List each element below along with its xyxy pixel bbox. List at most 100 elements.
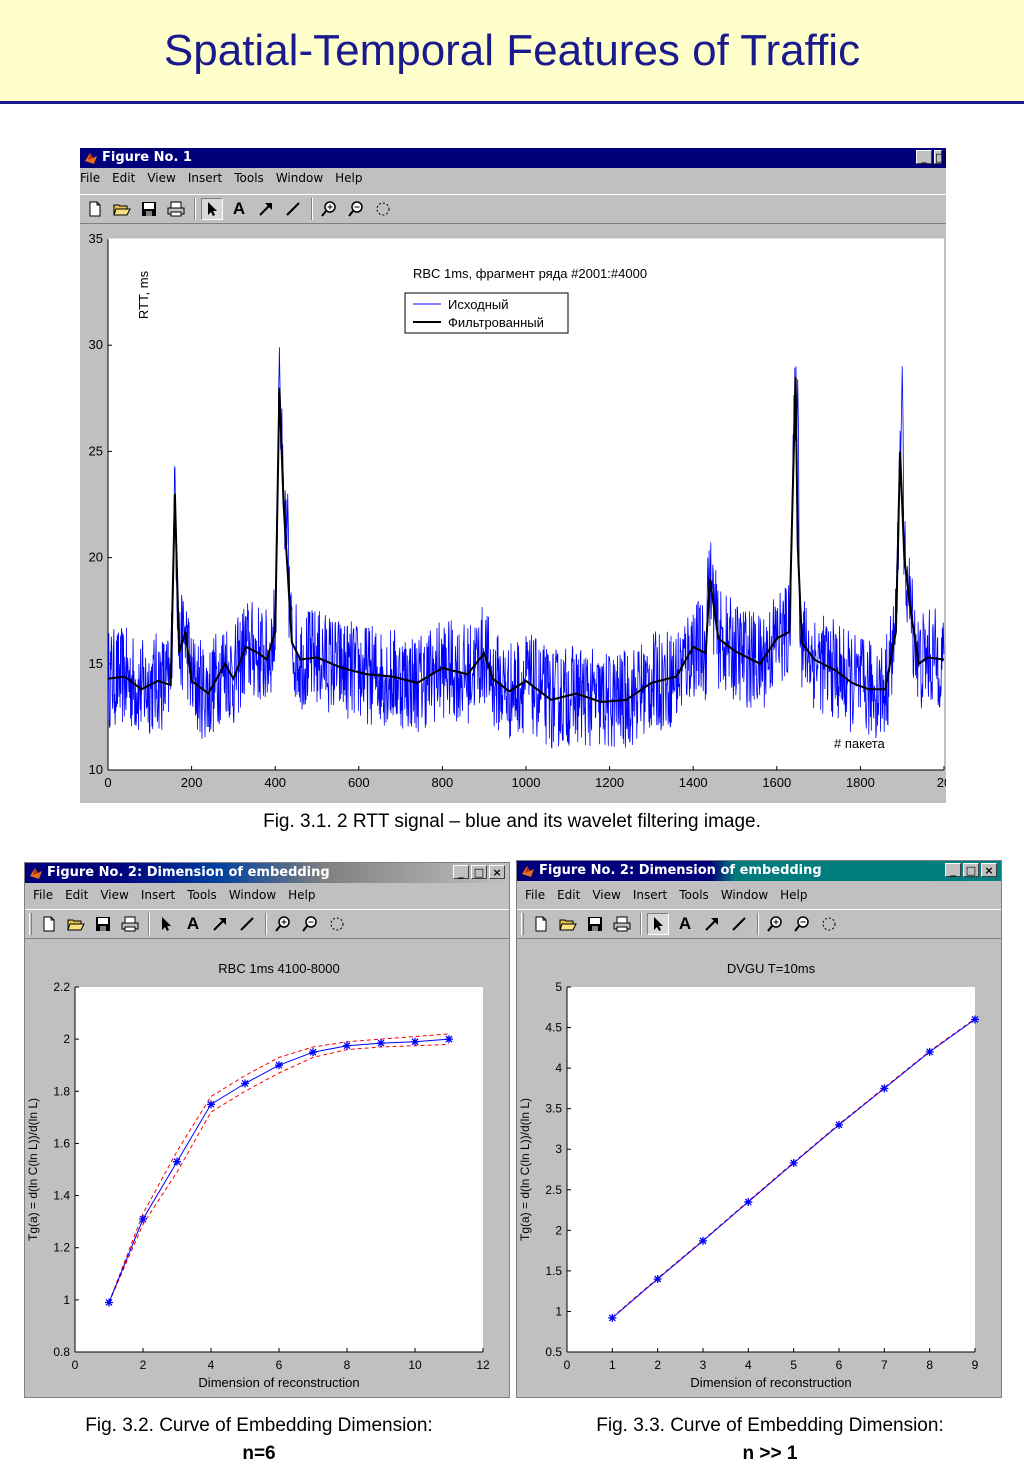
y-tick-label: 2.5: [545, 1183, 562, 1197]
new-figure-button[interactable]: [84, 198, 106, 220]
menu-window[interactable]: Window: [228, 888, 277, 902]
maximize-button[interactable]: □: [471, 865, 487, 879]
x-tick-label: 800: [432, 775, 454, 790]
menu-tools[interactable]: Tools: [187, 888, 217, 902]
print-button[interactable]: [119, 913, 141, 935]
zoom-out-button[interactable]: [791, 913, 813, 935]
y-tick-label: 5: [555, 980, 562, 994]
menu-window[interactable]: Window: [720, 888, 769, 902]
new-file-icon: [43, 916, 55, 932]
insert-line-button[interactable]: [282, 198, 304, 220]
zoom-in-icon: [767, 916, 782, 932]
menu-window[interactable]: Window: [275, 171, 324, 185]
menu-file[interactable]: File: [525, 888, 546, 902]
select-arrow-button[interactable]: [155, 913, 177, 935]
insert-text-button[interactable]: A: [228, 198, 250, 220]
y-tick-label: 2: [63, 1032, 70, 1046]
minimize-button[interactable]: _: [916, 150, 932, 164]
chart-title: RBC 1ms, фрагмент ряда #2001:#4000: [413, 266, 647, 281]
rotate-button[interactable]: [818, 913, 840, 935]
x-tick-label: 8: [926, 1358, 933, 1372]
maximize-button[interactable]: □: [963, 863, 979, 877]
print-button[interactable]: [611, 913, 633, 935]
open-button[interactable]: [65, 913, 87, 935]
line-icon: [286, 202, 300, 216]
close-button[interactable]: ×: [489, 865, 505, 879]
save-button[interactable]: [138, 198, 160, 220]
zoom-in-button[interactable]: [764, 913, 786, 935]
menu-edit[interactable]: Edit: [112, 171, 136, 185]
y-tick-label: 1.6: [53, 1136, 70, 1150]
chart-title: RBC 1ms 4100-8000: [218, 961, 339, 976]
diagonal-arrow-icon: [705, 918, 718, 931]
insert-arrow-button[interactable]: [701, 913, 723, 935]
data-point-marker: [971, 1015, 979, 1024]
print-button[interactable]: [165, 198, 187, 220]
menu-edit[interactable]: Edit: [557, 888, 581, 902]
figure-1-titlebar[interactable]: Figure No. 1 _ □: [80, 148, 946, 168]
data-point-marker: [411, 1037, 419, 1046]
menu-view[interactable]: View: [100, 888, 129, 902]
insert-arrow-button[interactable]: [255, 198, 277, 220]
figure-3-titlebar[interactable]: Figure No. 2: Dimension of embedding _ □…: [517, 861, 1001, 881]
select-arrow-button[interactable]: [647, 913, 669, 935]
zoom-out-button[interactable]: [345, 198, 367, 220]
menu-tools[interactable]: Tools: [679, 888, 709, 902]
save-button[interactable]: [92, 913, 114, 935]
rotate-button[interactable]: [326, 913, 348, 935]
data-point-marker: [445, 1035, 453, 1044]
insert-text-button[interactable]: A: [674, 913, 696, 935]
figure-2-titlebar[interactable]: Figure No. 2: Dimension of embedding _ □…: [25, 863, 509, 883]
menu-file[interactable]: File: [80, 171, 101, 185]
zoom-out-icon: [794, 916, 809, 932]
select-arrow-button[interactable]: [201, 198, 223, 220]
series-filtered-line: [107, 377, 945, 704]
x-tick-label: 10: [408, 1358, 422, 1372]
data-point-marker: [377, 1039, 385, 1048]
menu-insert[interactable]: Insert: [187, 171, 223, 185]
x-tick-label: 1400: [679, 775, 708, 790]
save-button[interactable]: [584, 913, 606, 935]
insert-line-button[interactable]: [236, 913, 258, 935]
menu-view[interactable]: View: [147, 171, 176, 185]
minimize-button[interactable]: _: [945, 863, 961, 877]
menu-view[interactable]: View: [592, 888, 621, 902]
menu-file[interactable]: File: [33, 888, 54, 902]
save-disk-icon: [588, 917, 602, 931]
diagonal-arrow-icon: [259, 203, 272, 216]
zoom-in-button[interactable]: [272, 913, 294, 935]
zoom-out-button[interactable]: [299, 913, 321, 935]
new-figure-button[interactable]: [530, 913, 552, 935]
close-button[interactable]: ×: [981, 863, 997, 877]
x-tick-label: 20: [937, 775, 946, 790]
menu-help[interactable]: Help: [288, 888, 316, 902]
x-tick-label: 400: [264, 775, 286, 790]
figure-1-caption: Fig. 3.1. 2 RTT signal – blue and its wa…: [263, 811, 761, 832]
menu-edit[interactable]: Edit: [65, 888, 89, 902]
data-point-marker: [275, 1061, 283, 1070]
menu-help[interactable]: Help: [780, 888, 808, 902]
insert-line-button[interactable]: [728, 913, 750, 935]
x-axis-label: # пакета: [834, 736, 886, 751]
rotate-button[interactable]: [372, 198, 394, 220]
open-button[interactable]: [557, 913, 579, 935]
open-button[interactable]: [111, 198, 133, 220]
menu-tools[interactable]: Tools: [234, 171, 264, 185]
zoom-in-button[interactable]: [318, 198, 340, 220]
minimize-button[interactable]: _: [453, 865, 469, 879]
x-axis-label: Dimension of reconstruction: [198, 1375, 359, 1390]
new-figure-button[interactable]: [38, 913, 60, 935]
menu-insert[interactable]: Insert: [140, 888, 176, 902]
save-disk-icon: [142, 202, 156, 216]
menu-insert[interactable]: Insert: [632, 888, 668, 902]
insert-text-button[interactable]: A: [182, 913, 204, 935]
printer-icon: [121, 916, 139, 932]
menu-help[interactable]: Help: [335, 171, 363, 185]
figure-3-toolbar: A: [517, 909, 1001, 939]
line-icon: [732, 917, 746, 931]
maximize-button[interactable]: □: [934, 150, 946, 164]
x-tick-label: 2: [140, 1358, 147, 1372]
y-tick-label: 1.4: [53, 1189, 70, 1203]
insert-arrow-button[interactable]: [209, 913, 231, 935]
x-tick-label: 0: [104, 775, 111, 790]
